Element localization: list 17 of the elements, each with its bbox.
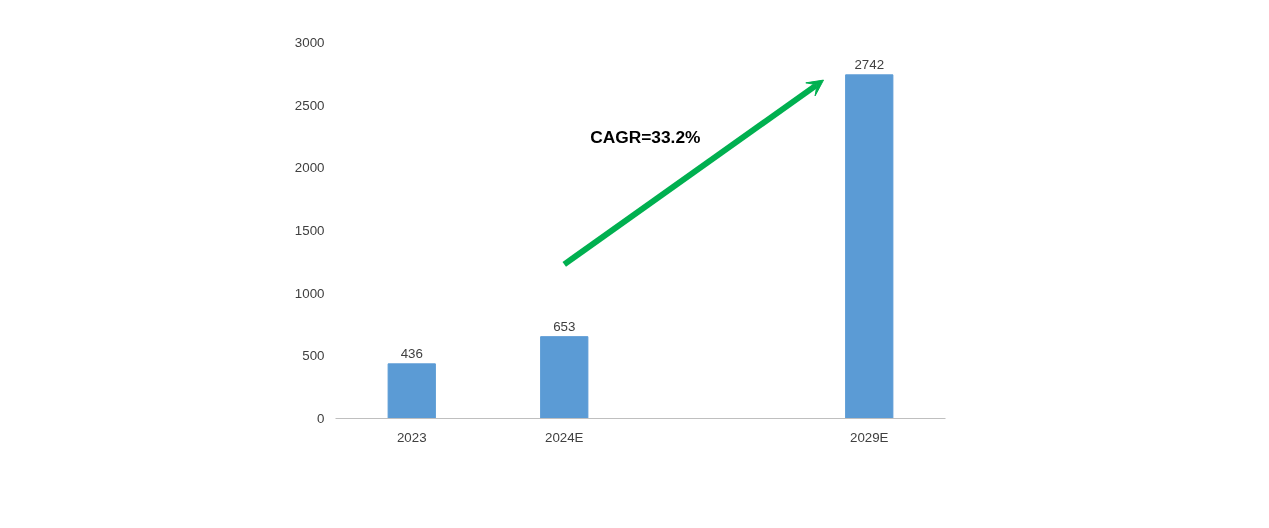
y-tick-label: 500 — [302, 348, 325, 364]
y-tick-label: 2500 — [294, 97, 325, 113]
x-tick-label: 2029E — [849, 429, 889, 445]
y-tick-label: 2000 — [294, 160, 325, 176]
data-label: 436 — [400, 345, 423, 361]
annotation: CAGR=33.2% — [590, 126, 701, 147]
y-tick-label: 1500 — [294, 223, 325, 238]
y-tick-label: 3000 — [294, 35, 325, 50]
data-label: 2742 — [854, 56, 885, 72]
x-tick-label: 2023 — [396, 429, 427, 445]
x-tick-label: 2024E — [544, 429, 584, 445]
y-tick-label: 1000 — [294, 285, 325, 301]
data-label: 653 — [553, 318, 576, 334]
bar — [540, 336, 589, 419]
y-tick-label: 0 — [317, 411, 325, 426]
bar — [845, 74, 894, 419]
bar — [387, 363, 436, 419]
